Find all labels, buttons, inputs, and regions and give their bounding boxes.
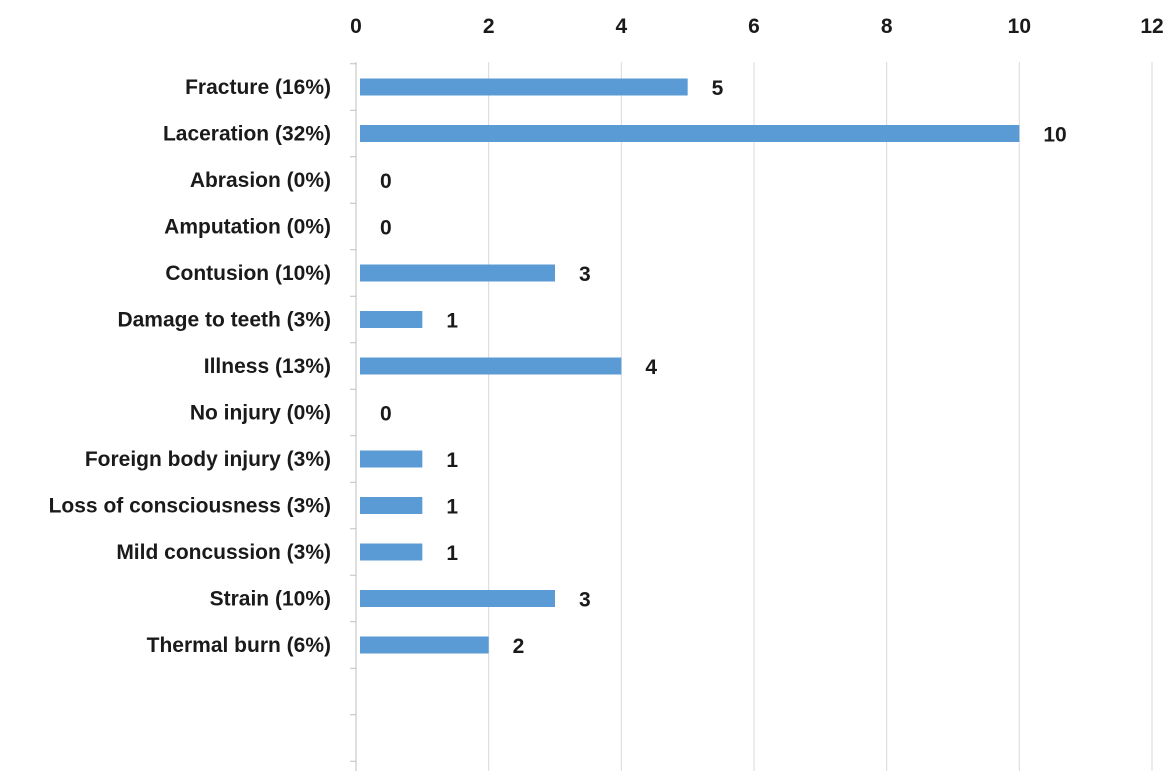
bar: [360, 78, 688, 96]
bar: [360, 357, 622, 375]
x-axis-ticks: 0 2 4 6 8 10 12: [350, 15, 1164, 38]
x-tick-label: 10: [1008, 15, 1031, 38]
x-tick-label: 2: [483, 15, 495, 38]
x-tick-label: 0: [350, 15, 362, 38]
category-label: Illness (13%): [204, 355, 331, 378]
category-label: Abrasion (0%): [190, 169, 331, 192]
data-label: 4: [645, 356, 657, 379]
category-label: Thermal burn (6%): [147, 634, 331, 657]
category-label: Strain (10%): [210, 588, 331, 611]
category-label: Laceration (32%): [163, 123, 331, 146]
category-label: No injury (0%): [190, 402, 331, 425]
x-tick-label: 6: [748, 15, 760, 38]
category-label: Loss of consciousness (3%): [49, 495, 331, 518]
bar: [360, 590, 555, 607]
bar: [360, 125, 1020, 142]
bar: [360, 497, 423, 514]
data-label: 3: [579, 589, 591, 612]
category-label: Contusion (10%): [165, 262, 331, 285]
x-tick-label: 4: [615, 15, 627, 38]
category-label: Mild concussion (3%): [116, 541, 331, 564]
data-label: 0: [380, 217, 392, 240]
data-label: 1: [446, 449, 458, 472]
bar: [360, 311, 423, 328]
bar: [360, 450, 423, 468]
category-label: Foreign body injury (3%): [85, 448, 331, 471]
y-axis-categories: Fracture (16%) Laceration (32%) Abrasion (…: [49, 76, 331, 657]
data-label: 5: [712, 77, 724, 100]
category-label: Damage to teeth (3%): [117, 309, 331, 332]
data-label: 1: [446, 542, 458, 565]
x-tick-label: 8: [881, 15, 893, 38]
y-axis: [350, 62, 357, 771]
data-label: 1: [446, 310, 458, 333]
x-tick-label: 12: [1140, 15, 1163, 38]
gridlines: [488, 62, 1153, 771]
category-label: Fracture (16%): [185, 76, 331, 99]
data-labels: 5 10 0 0 3 1 4 0 1 1 1 3 2: [380, 77, 1067, 658]
data-label: 1: [446, 496, 458, 519]
bars: [360, 78, 1020, 654]
data-label: 10: [1043, 124, 1066, 147]
bar: [360, 636, 489, 654]
data-label: 3: [579, 263, 591, 286]
data-label: 2: [513, 635, 525, 658]
data-label: 0: [380, 170, 392, 193]
bar: [360, 543, 423, 561]
bar: [360, 264, 555, 282]
category-label: Amputation (0%): [164, 216, 331, 239]
data-label: 0: [380, 403, 392, 426]
